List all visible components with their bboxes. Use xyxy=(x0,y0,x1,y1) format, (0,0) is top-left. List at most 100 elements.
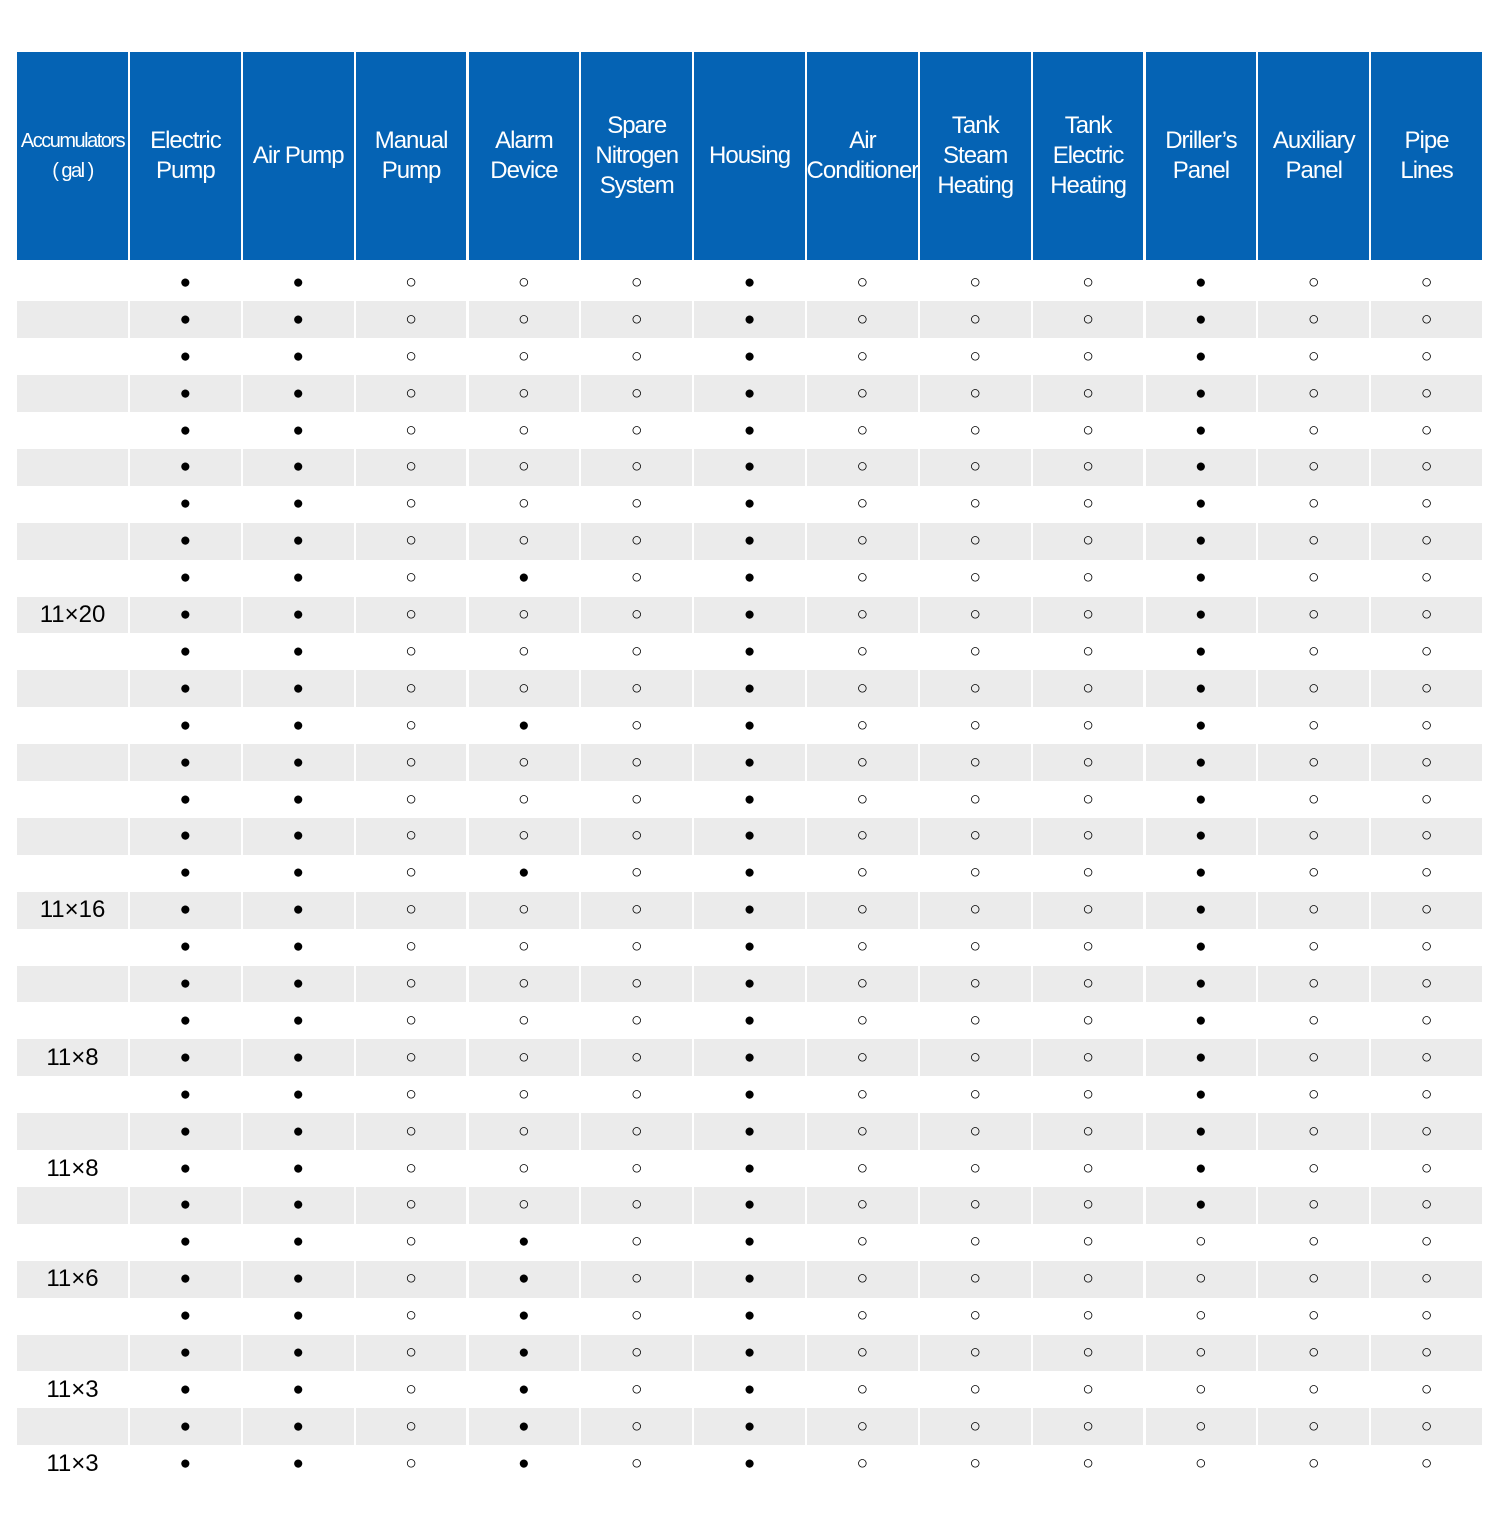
feature-mark: ● xyxy=(130,1334,241,1372)
feature-mark: ● xyxy=(518,862,530,884)
feature-mark: ○ xyxy=(856,1452,869,1474)
feature-mark: ● xyxy=(130,1408,241,1446)
feature-mark: ○ xyxy=(518,1157,530,1179)
feature-mark: ● xyxy=(743,1083,756,1105)
feature-mark: ● xyxy=(130,818,241,855)
row-background xyxy=(17,1187,128,1224)
feature-mark: ○ xyxy=(1308,788,1320,810)
feature-mark: ○ xyxy=(919,670,1031,708)
feature-mark: ○ xyxy=(807,1260,918,1298)
feature-mark: ○ xyxy=(581,670,693,708)
column-header: Tank Steam Heating xyxy=(919,52,1031,260)
feature-mark: ○ xyxy=(969,567,981,589)
feature-mark: ● xyxy=(179,862,192,884)
feature-mark: ○ xyxy=(856,493,869,515)
feature-mark: ● xyxy=(179,567,192,589)
feature-mark: ● xyxy=(242,301,354,339)
feature-mark: ○ xyxy=(1420,714,1433,736)
feature-mark: ○ xyxy=(807,1334,918,1372)
feature-mark: ○ xyxy=(856,1378,869,1400)
feature-mark: ○ xyxy=(1258,744,1370,782)
feature-mark: ○ xyxy=(405,640,417,662)
feature-mark: ○ xyxy=(856,788,869,810)
row-label: 11×3 xyxy=(46,1449,99,1477)
feature-mark: ○ xyxy=(581,818,693,855)
feature-mark: ○ xyxy=(405,714,417,736)
feature-mark: ● xyxy=(1195,271,1207,293)
row-background xyxy=(17,670,128,708)
column-header: Accumulators ( gal ) xyxy=(17,52,128,260)
feature-mark: ○ xyxy=(1082,936,1094,958)
feature-mark: ○ xyxy=(355,818,467,855)
feature-mark: ● xyxy=(694,301,805,339)
feature-mark: ○ xyxy=(1308,271,1320,293)
feature-mark: ● xyxy=(242,375,354,413)
feature-mark: ○ xyxy=(807,449,918,486)
feature-mark: ○ xyxy=(1258,301,1370,339)
feature-mark: ○ xyxy=(1308,640,1320,662)
feature-mark: ○ xyxy=(1420,1083,1433,1105)
feature-mark: ● xyxy=(1195,714,1207,736)
feature-mark: ● xyxy=(743,1452,756,1474)
feature-mark: ● xyxy=(743,1009,756,1031)
row-background xyxy=(17,1334,128,1372)
feature-mark: ● xyxy=(518,1378,530,1400)
feature-mark: ○ xyxy=(1082,1157,1094,1179)
column-header: Tank Electric Heating xyxy=(1032,52,1144,260)
feature-mark: ○ xyxy=(1308,493,1320,515)
feature-mark: ● xyxy=(518,1231,530,1253)
feature-mark: ● xyxy=(292,936,304,958)
feature-mark: ○ xyxy=(1420,1305,1433,1327)
feature-mark: ○ xyxy=(468,301,580,339)
feature-mark: ● xyxy=(743,640,756,662)
feature-mark: ○ xyxy=(1082,640,1094,662)
feature-mark: ● xyxy=(179,1305,192,1327)
feature-mark: ● xyxy=(179,1378,192,1400)
feature-mark: ○ xyxy=(1032,596,1144,634)
feature-mark: ○ xyxy=(355,1187,467,1224)
feature-mark: ● xyxy=(242,744,354,782)
feature-mark: ○ xyxy=(969,1083,981,1105)
feature-mark: ○ xyxy=(1195,1305,1207,1327)
column-header: Spare Nitrogen System xyxy=(581,52,693,260)
feature-mark: ○ xyxy=(1420,1157,1433,1179)
feature-mark: ● xyxy=(1145,744,1257,782)
feature-mark: ● xyxy=(1195,567,1207,589)
column-header: Alarm Device xyxy=(468,52,580,260)
feature-mark: ○ xyxy=(1420,862,1433,884)
feature-mark: ○ xyxy=(1032,1260,1144,1298)
feature-mark: ○ xyxy=(355,891,467,929)
feature-mark: ○ xyxy=(1371,1408,1482,1446)
feature-mark: ○ xyxy=(405,345,417,367)
row-background xyxy=(17,818,128,855)
feature-mark: ○ xyxy=(631,345,643,367)
feature-mark: ○ xyxy=(969,788,981,810)
feature-mark: ● xyxy=(1145,1113,1257,1151)
feature-mark: ○ xyxy=(919,818,1031,855)
feature-mark: ● xyxy=(130,891,241,929)
feature-mark: ● xyxy=(242,596,354,634)
feature-mark: ○ xyxy=(581,1334,693,1372)
feature-mark: ○ xyxy=(1420,936,1433,958)
feature-mark: ○ xyxy=(1371,1113,1482,1151)
feature-mark: ○ xyxy=(355,1260,467,1298)
feature-mark: ○ xyxy=(581,375,693,413)
feature-mark: ● xyxy=(292,1378,304,1400)
feature-mark: ○ xyxy=(1082,1083,1094,1105)
row-label: 11×8 xyxy=(46,1154,99,1182)
feature-mark: ○ xyxy=(919,301,1031,339)
feature-mark: ● xyxy=(743,567,756,589)
feature-mark: ● xyxy=(179,271,192,293)
feature-mark: ● xyxy=(242,891,354,929)
feature-mark: ● xyxy=(242,1187,354,1224)
feature-mark: ○ xyxy=(405,788,417,810)
feature-mark: ○ xyxy=(1082,1378,1094,1400)
feature-mark: ● xyxy=(1195,345,1207,367)
feature-mark: ○ xyxy=(1420,271,1433,293)
feature-mark: ○ xyxy=(581,1113,693,1151)
feature-mark: ○ xyxy=(1258,1113,1370,1151)
feature-mark: ● xyxy=(242,522,354,560)
feature-mark: ○ xyxy=(631,640,643,662)
feature-mark: ● xyxy=(292,1009,304,1031)
feature-mark: ● xyxy=(242,965,354,1003)
